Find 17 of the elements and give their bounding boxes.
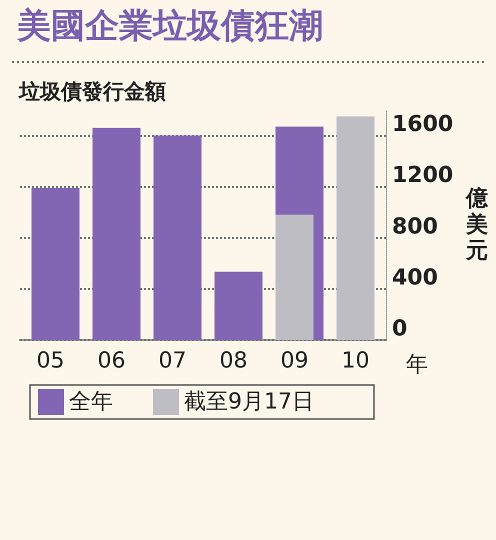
chart-title: 美國企業垃圾債狂潮 [16, 6, 323, 46]
legend-label: 全年 [69, 390, 113, 414]
y-axis-title: 億美元 [465, 186, 489, 264]
legend-label: 截至9月17日 [184, 390, 314, 414]
x-tick-label: 10 [342, 348, 370, 374]
y-tick-label: 800 [392, 214, 438, 240]
x-tick-label: 07 [158, 348, 186, 374]
x-tick-label: 05 [36, 348, 64, 374]
x-axis-title: 年 [406, 352, 428, 378]
x-tick-label: 06 [98, 348, 126, 374]
x-tick-label: 09 [280, 348, 308, 374]
x-tick-label: 08 [220, 348, 248, 374]
y-tick-label: 1600 [392, 112, 454, 138]
chart-subtitle: 垃圾債發行金額 [18, 80, 166, 104]
y-tick-label: 1200 [392, 163, 454, 188]
y-tick-label: 400 [392, 265, 438, 290]
y-tick-label: 0 [392, 316, 408, 342]
